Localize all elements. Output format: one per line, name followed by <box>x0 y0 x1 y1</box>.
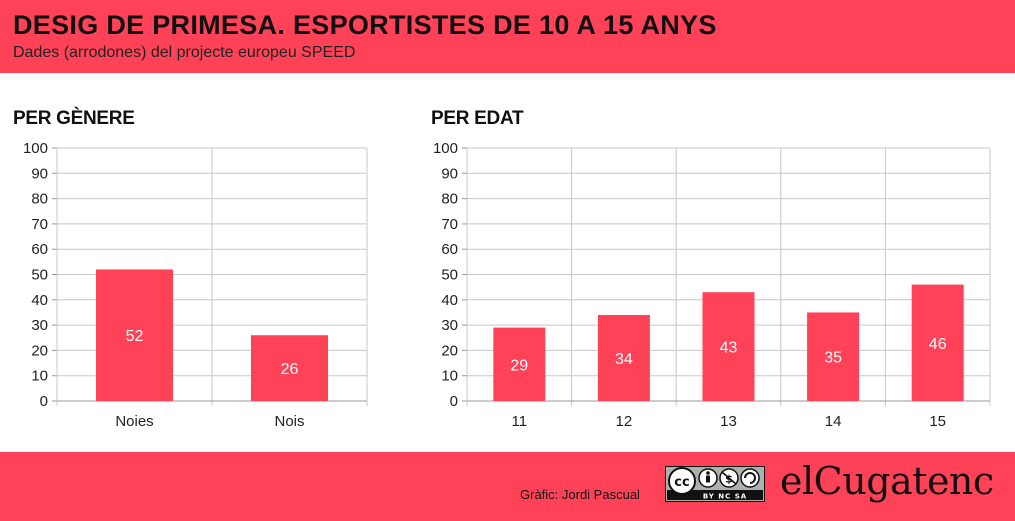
y-tick-label: 50 <box>441 267 458 284</box>
bar-gender-Noies <box>96 269 173 401</box>
chart-title-gender: PER GÈNERE <box>13 108 135 129</box>
data-label: 46 <box>929 336 947 353</box>
y-tick-label: 90 <box>441 165 458 182</box>
y-tick-label: 100 <box>23 140 48 157</box>
x-tick-label: 14 <box>825 413 842 430</box>
header-banner <box>0 0 1015 73</box>
y-tick-label: 50 <box>31 267 48 284</box>
bar-age-12 <box>597 314 650 401</box>
y-tick-label: 70 <box>441 216 458 233</box>
x-tick-label: 11 <box>512 413 528 430</box>
svg-text:$: $ <box>725 473 733 486</box>
data-label: 29 <box>510 357 528 374</box>
chart-title-age: PER EDAT <box>431 108 524 129</box>
y-tick-label: 60 <box>441 241 458 258</box>
x-tick-label: 15 <box>929 413 946 430</box>
bar-age-11 <box>493 327 546 401</box>
license-label: BY NC SA <box>703 493 747 501</box>
bar-gender-Nois <box>251 335 328 401</box>
x-tick-label: 12 <box>616 413 633 430</box>
y-tick-label: 100 <box>433 140 458 157</box>
data-label: 34 <box>615 351 633 368</box>
y-tick-label: 80 <box>31 191 48 208</box>
x-tick-label: 13 <box>720 413 737 430</box>
y-tick-label: 70 <box>31 216 48 233</box>
y-tick-label: 10 <box>441 368 458 385</box>
y-tick-label: 90 <box>31 165 48 182</box>
data-label: 26 <box>281 361 299 378</box>
y-tick-label: 80 <box>441 191 458 208</box>
x-tick-label: Nois <box>274 413 304 430</box>
chart-credit: Gràfic: Jordi Pascual <box>520 487 640 502</box>
data-label: 52 <box>126 328 144 345</box>
cc-by-nc-sa-icon: cc $ BY NC SA <box>665 466 765 502</box>
y-tick-label: 20 <box>441 342 458 359</box>
svg-text:cc: cc <box>674 475 689 490</box>
page-subtitle: Dades (arrodones) del projecte europeu S… <box>13 44 356 61</box>
footer-banner <box>0 452 1015 521</box>
bar-age-14 <box>807 312 860 401</box>
data-label: 43 <box>720 340 738 357</box>
y-tick-label: 10 <box>31 368 48 385</box>
bar-age-13 <box>702 292 755 401</box>
y-tick-label: 20 <box>31 342 48 359</box>
page-title: DESIG DE PRIMESA. ESPORTISTES DE 10 A 15… <box>13 10 717 40</box>
y-tick-label: 40 <box>31 292 48 309</box>
y-tick-label: 60 <box>31 241 48 258</box>
brand-logo: elCugatenc <box>780 459 994 503</box>
y-tick-label: 40 <box>441 292 458 309</box>
bar-age-15 <box>911 284 964 401</box>
data-label: 35 <box>824 350 842 367</box>
y-tick-label: 30 <box>441 317 458 334</box>
y-tick-label: 30 <box>31 317 48 334</box>
y-tick-label: 0 <box>40 393 48 410</box>
x-tick-label: Noies <box>115 413 153 430</box>
y-tick-label: 0 <box>450 393 458 410</box>
